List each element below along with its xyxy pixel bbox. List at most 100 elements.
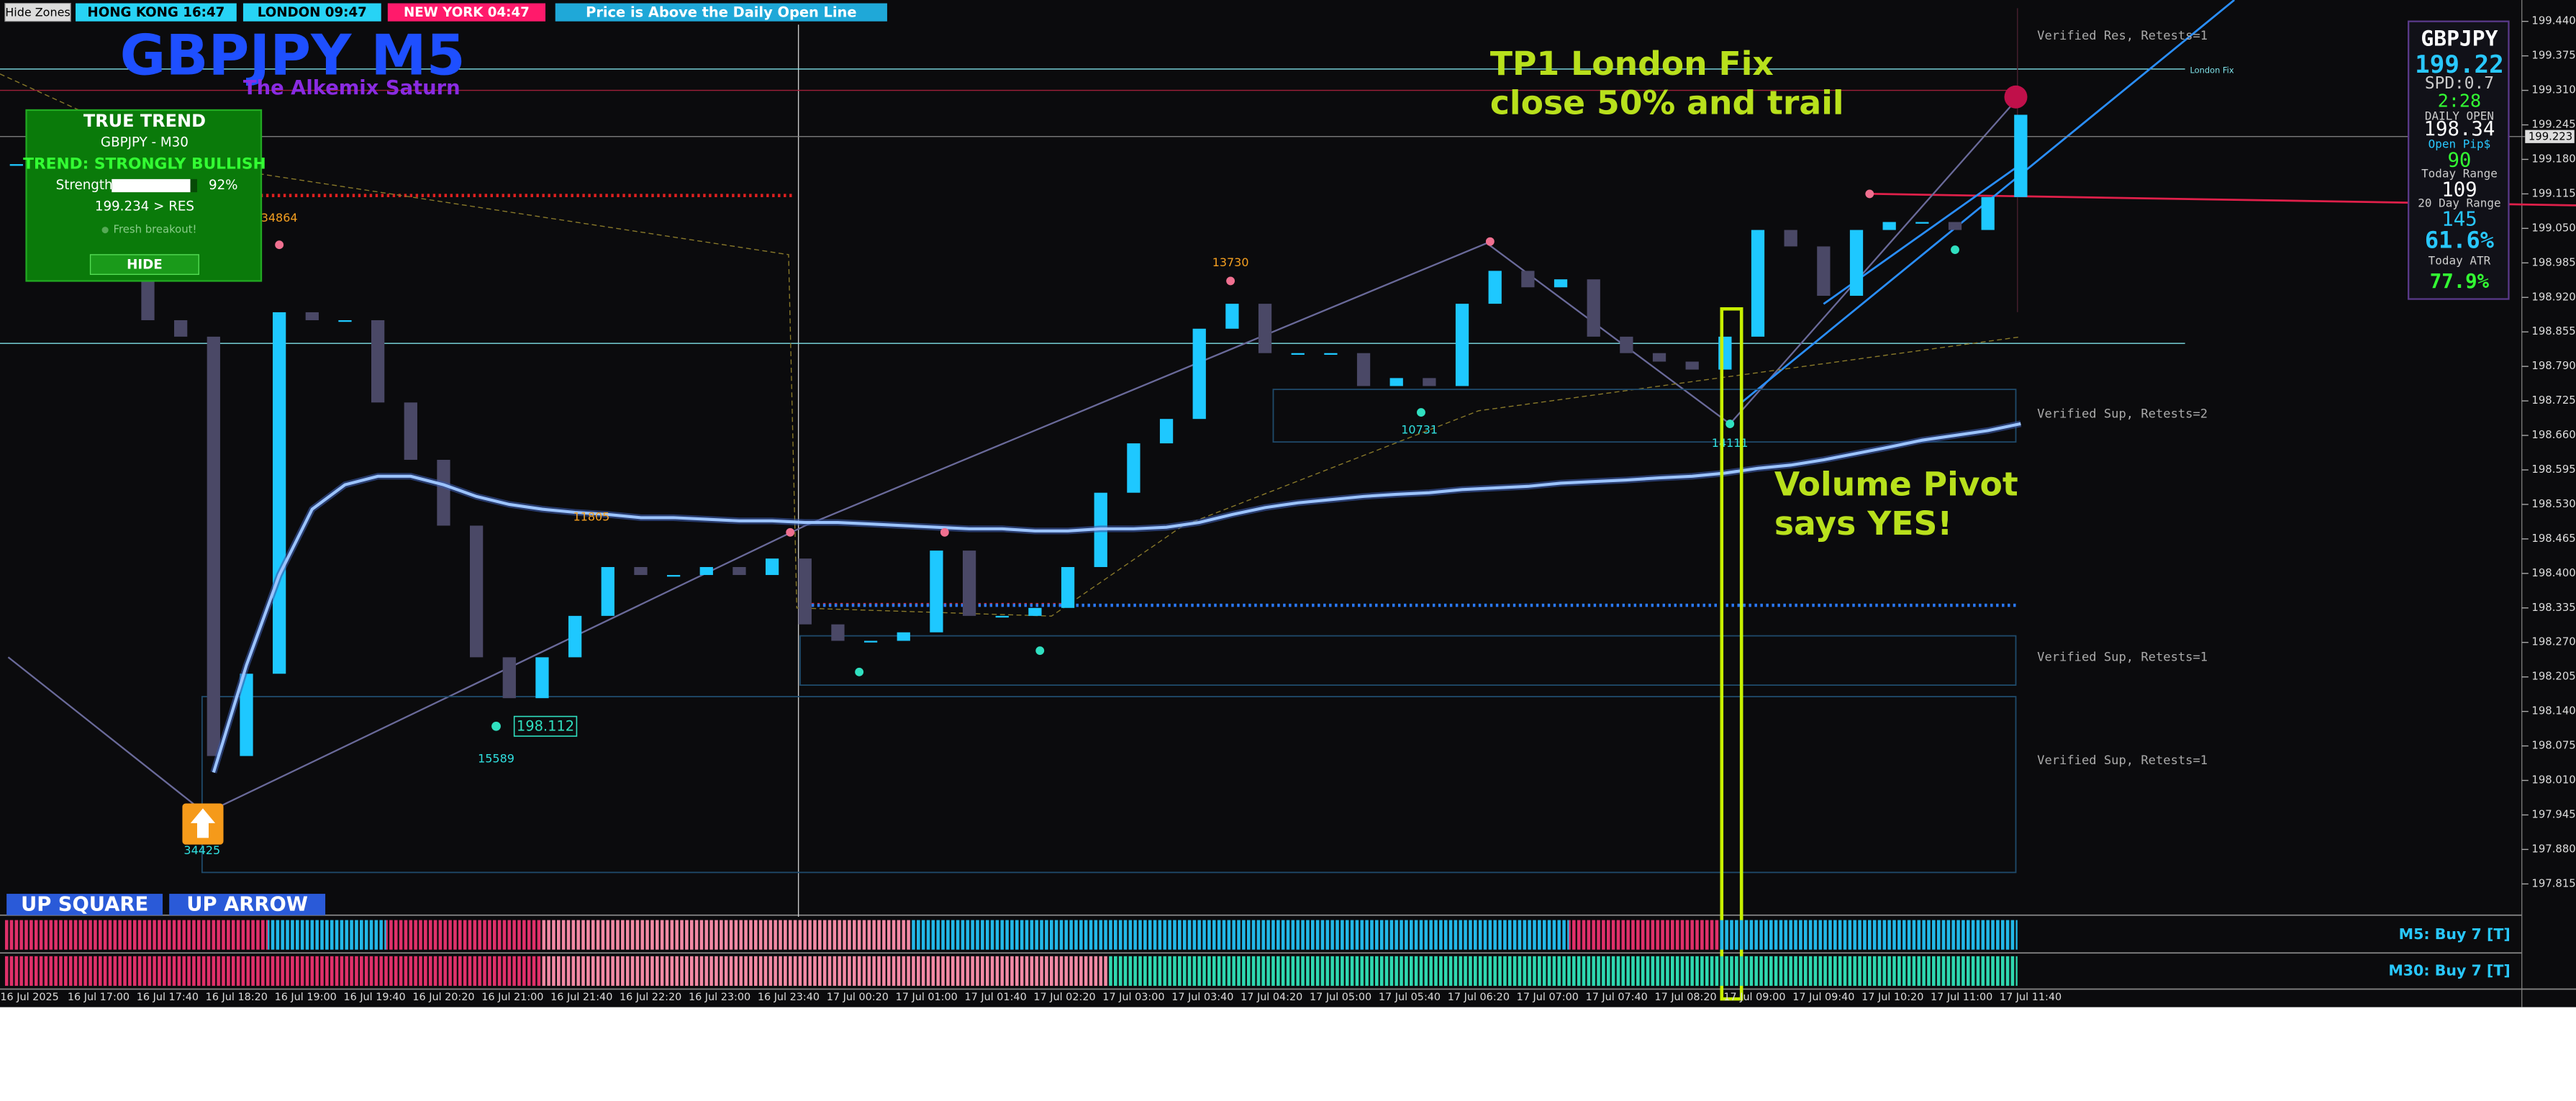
zone-label: Verified Sup, Retests=2 [2037, 407, 2208, 421]
swing-label: 11805 [573, 510, 610, 524]
candle [897, 632, 910, 641]
info-atr-label: Today ATR [2428, 254, 2491, 268]
candle [930, 550, 943, 633]
candle [437, 459, 450, 526]
signal-button[interactable] [6, 894, 163, 915]
candle [634, 566, 648, 576]
price-tick-label: 199.115 [2531, 187, 2575, 199]
price-tick-label: 199.050 [2531, 222, 2575, 234]
time-label: 16 Jul 19:00 [275, 992, 337, 1003]
candle [305, 312, 319, 320]
swing-label: 34425 [183, 843, 220, 857]
price-tick-label: 198.335 [2531, 602, 2575, 614]
pivot-box [1720, 307, 1743, 1001]
zone-box [1272, 389, 2017, 443]
candle [765, 558, 779, 576]
candle [962, 550, 976, 616]
time-label: 17 Jul 08:20 [1654, 992, 1716, 1003]
candle [1423, 378, 1436, 386]
chart-root: Verified Res, Retests=1 Verified Sup, Ret… [0, 0, 2576, 1007]
candle [601, 566, 614, 616]
time-label: 17 Jul 07:00 [1517, 992, 1579, 1003]
time-label: 16 Jul 17:40 [137, 992, 199, 1003]
price-tick-label: 198.400 [2531, 567, 2575, 579]
signal-strip [4, 920, 268, 950]
swing-low [1417, 408, 1425, 417]
annotation: says YES! [1774, 504, 1952, 543]
signal-button-label: UP SQUARE [21, 894, 148, 916]
zone-label: Verified Res, Retests=1 [2037, 29, 2208, 43]
ma-slow [0, 73, 2021, 617]
candle [1751, 230, 1765, 337]
price-tick-label: 198.465 [2531, 533, 2575, 545]
time-label: 16 Jul 23:40 [758, 992, 820, 1003]
info-timer: 2:28 [2438, 91, 2481, 112]
candle [1915, 222, 1929, 224]
info-open-pips-label: Open Pip$ [2428, 137, 2491, 150]
signal-button[interactable] [169, 894, 326, 915]
time-label: 17 Jul 06:20 [1448, 992, 1510, 1003]
candle [1652, 353, 1666, 362]
swing-label: 13730 [1212, 255, 1249, 269]
swing-label: 34864 [261, 211, 298, 225]
price-tick-label: 197.815 [2531, 877, 2575, 889]
candle [371, 320, 385, 403]
time-label: 17 Jul 07:40 [1586, 992, 1648, 1003]
candle [1488, 271, 1502, 304]
zone-label: Verified Sup, Retests=1 [2037, 753, 2208, 768]
info-spread: SPD:0.7 [2425, 74, 2494, 93]
price-tick-label: 198.595 [2531, 463, 2575, 476]
time-label: 16 Jul 20:20 [412, 992, 474, 1003]
hide-zones-label: Hide Zones [5, 5, 70, 19]
candle [1291, 353, 1305, 355]
candle [568, 615, 582, 658]
signal-strip [1109, 956, 2018, 986]
candle [1061, 566, 1075, 608]
candle [240, 674, 253, 756]
strength-bar [112, 178, 191, 193]
time-label: 17 Jul 11:00 [1931, 992, 1992, 1003]
trend-timeframe: GBPJPY - M30 [101, 135, 189, 150]
hide-button-label: HIDE [127, 258, 163, 273]
zone-box [799, 635, 2017, 687]
candle [1225, 304, 1239, 329]
price-tick-label: 198.270 [2531, 636, 2575, 648]
candle [1948, 222, 1962, 230]
price-tick-label: 198.985 [2531, 256, 2575, 268]
candle [469, 525, 484, 658]
info-symbol: GBPJPY [2421, 25, 2498, 50]
price-tick-label: 199.180 [2531, 153, 2575, 165]
session-badge [387, 3, 546, 22]
time-label: 17 Jul 04:20 [1241, 992, 1302, 1003]
info-bid: 199.22 [2415, 50, 2504, 79]
swing-high [940, 527, 949, 537]
info-open-pips: 90 [2447, 149, 2471, 171]
candle [338, 320, 352, 322]
swing-high [1865, 189, 1874, 199]
low-dot [491, 721, 501, 731]
price-tick-label: 198.790 [2531, 360, 2575, 372]
trend-note: Fresh breakout! [114, 224, 197, 236]
signal-strip [386, 920, 543, 950]
candle [995, 615, 1009, 618]
time-label: 17 Jul 11:40 [2000, 992, 2062, 1003]
time-label: 17 Jul 01:40 [965, 992, 1027, 1003]
candle [733, 566, 746, 576]
candle [502, 657, 516, 699]
info-panel [2408, 20, 2510, 300]
price-tick-label: 197.945 [2531, 808, 2575, 820]
time-label: 17 Jul 03:40 [1171, 992, 1233, 1003]
low-price-box [513, 715, 578, 737]
hide-button[interactable] [89, 254, 199, 275]
time-label: 17 Jul 09:00 [1723, 992, 1785, 1003]
session-label: LONDON 09:47 [258, 5, 367, 20]
time-label: 17 Jul 01:00 [896, 992, 958, 1003]
m30-signal: M30: Buy 7 [T] [2388, 961, 2510, 979]
candle [1389, 378, 1403, 386]
candle [1159, 419, 1174, 444]
strength-value: 92% [209, 178, 238, 193]
price-tick-label: 198.725 [2531, 394, 2575, 407]
hide-zones-button[interactable] [4, 2, 71, 22]
